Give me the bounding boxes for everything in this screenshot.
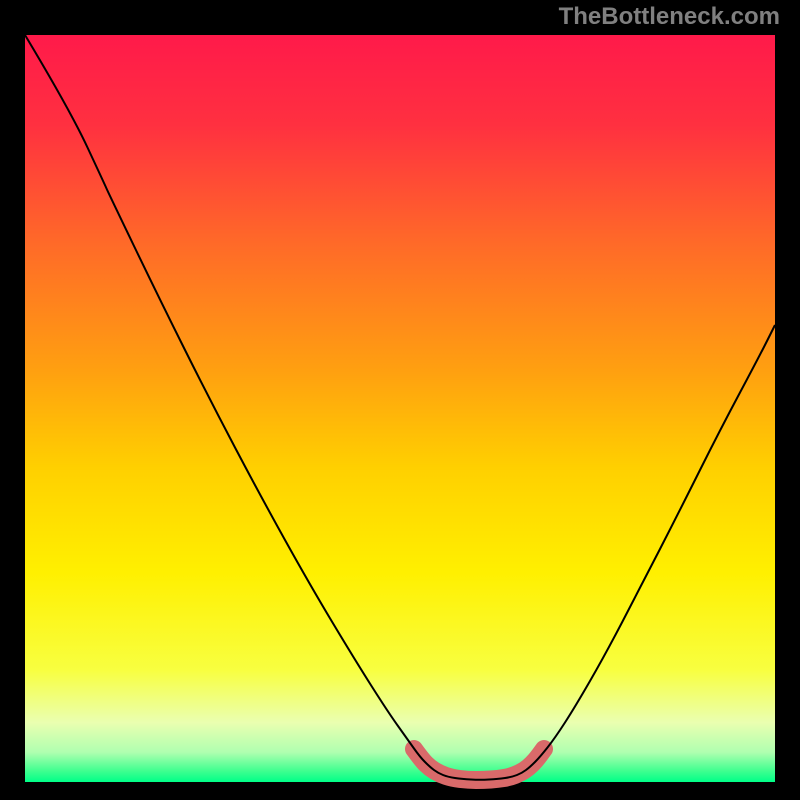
watermark-text: TheBottleneck.com xyxy=(559,3,780,31)
chart-container xyxy=(0,0,800,800)
gradient-plot xyxy=(0,0,800,800)
gradient-rect xyxy=(25,35,775,782)
